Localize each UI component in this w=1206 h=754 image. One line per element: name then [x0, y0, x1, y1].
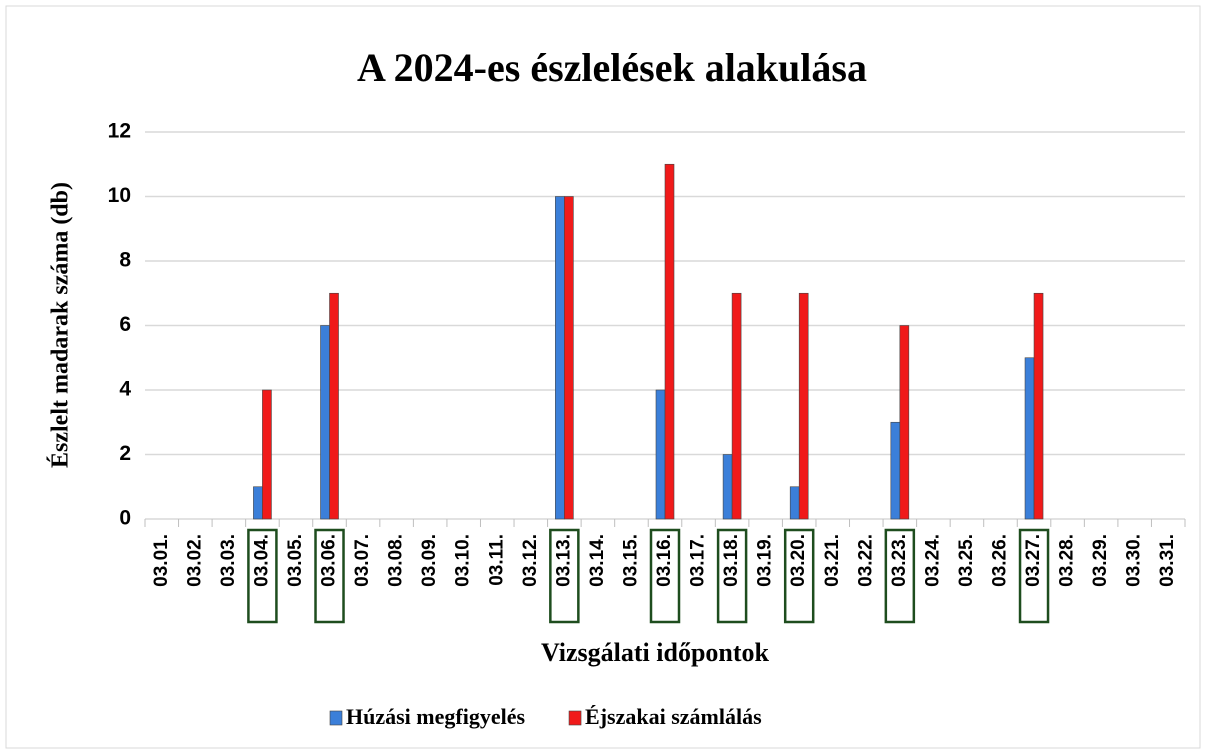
- bar: [1024, 357, 1035, 520]
- x-tick-label: 03.29.: [1090, 534, 1111, 587]
- x-tick-label: 03.27.: [1023, 534, 1044, 587]
- y-tick-label: 10: [108, 184, 131, 207]
- bar: [798, 292, 809, 520]
- category-highlight: [314, 528, 345, 624]
- bar: [555, 196, 565, 520]
- bar: [253, 486, 263, 520]
- bar: [320, 325, 330, 520]
- bar: [564, 196, 574, 520]
- x-tick-label: 03.16.: [654, 534, 675, 587]
- category-highlight: [884, 528, 916, 624]
- y-tick-label: 12: [108, 120, 131, 143]
- x-tick-label: 03.05.: [285, 534, 306, 587]
- bar: [655, 389, 666, 520]
- y-tick-label: 8: [119, 249, 131, 272]
- x-tick-label: 03.13.: [553, 534, 574, 587]
- x-tick-label: 03.30.: [1124, 534, 1145, 587]
- bar: [1033, 292, 1044, 520]
- x-tick-label: 03.20.: [788, 534, 809, 587]
- category-highlight: [1018, 528, 1050, 624]
- y-tick-label: 4: [119, 378, 131, 401]
- x-tick-label: 03.07.: [352, 534, 373, 587]
- x-tick-label: 03.26.: [989, 534, 1010, 587]
- y-tick-label: 6: [119, 313, 131, 336]
- x-tick-label: 03.25.: [956, 534, 977, 587]
- bar: [890, 421, 901, 520]
- x-tick-label: 03.28.: [1057, 534, 1078, 587]
- x-tick-label: 03.08.: [386, 534, 407, 587]
- category-highlight: [716, 528, 748, 624]
- x-tick-label: 03.21.: [822, 534, 843, 587]
- x-tick-label: 03.10.: [453, 534, 474, 587]
- bar: [664, 163, 675, 520]
- chart-border: [5, 5, 1201, 749]
- chart-title: A 2024-es észlelések alakulása: [357, 45, 867, 90]
- x-tick-label: 03.09.: [419, 534, 440, 587]
- legend-label: Húzási megfigyelés: [346, 704, 525, 729]
- x-tick-label: 03.03.: [218, 534, 239, 587]
- x-tick-label: 03.14.: [587, 534, 608, 587]
- legend-swatch: [568, 710, 582, 726]
- x-tick-label: 03.02.: [184, 534, 205, 587]
- category-highlight: [783, 528, 815, 624]
- category-highlight: [549, 528, 580, 624]
- bar: [329, 292, 339, 520]
- x-axis-title: Vizsgálati időpontok: [541, 638, 770, 667]
- category-highlight: [247, 528, 278, 624]
- x-tick-label: 03.17.: [688, 534, 709, 587]
- y-tick-label: 2: [119, 442, 131, 465]
- y-axis-title: Észlelt madarak száma (db): [48, 182, 74, 468]
- x-tick-label: 03.18.: [721, 534, 742, 587]
- x-tick-label: 03.01.: [151, 534, 172, 587]
- bar: [731, 292, 742, 520]
- x-tick-label: 03.31.: [1157, 534, 1178, 587]
- x-tick-label: 03.12.: [520, 534, 541, 587]
- bar: [722, 454, 733, 520]
- category-highlight: [649, 528, 681, 624]
- x-tick-label: 03.23.: [889, 534, 910, 587]
- x-tick-label: 03.11.: [486, 534, 507, 586]
- x-tick-label: 03.22.: [855, 534, 876, 587]
- legend-label: Éjszakai számlálás: [585, 704, 762, 729]
- x-tick-label: 03.06.: [319, 534, 340, 587]
- x-tick-label: 03.04.: [251, 534, 272, 587]
- legend-swatch: [329, 710, 343, 726]
- bar: [789, 486, 800, 520]
- y-tick-label: 0: [119, 507, 131, 530]
- x-tick-label: 03.19.: [755, 534, 776, 587]
- bar: [262, 389, 272, 520]
- x-tick-label: 03.15.: [620, 534, 641, 587]
- x-tick-label: 03.24.: [922, 534, 943, 587]
- bar: [899, 325, 910, 520]
